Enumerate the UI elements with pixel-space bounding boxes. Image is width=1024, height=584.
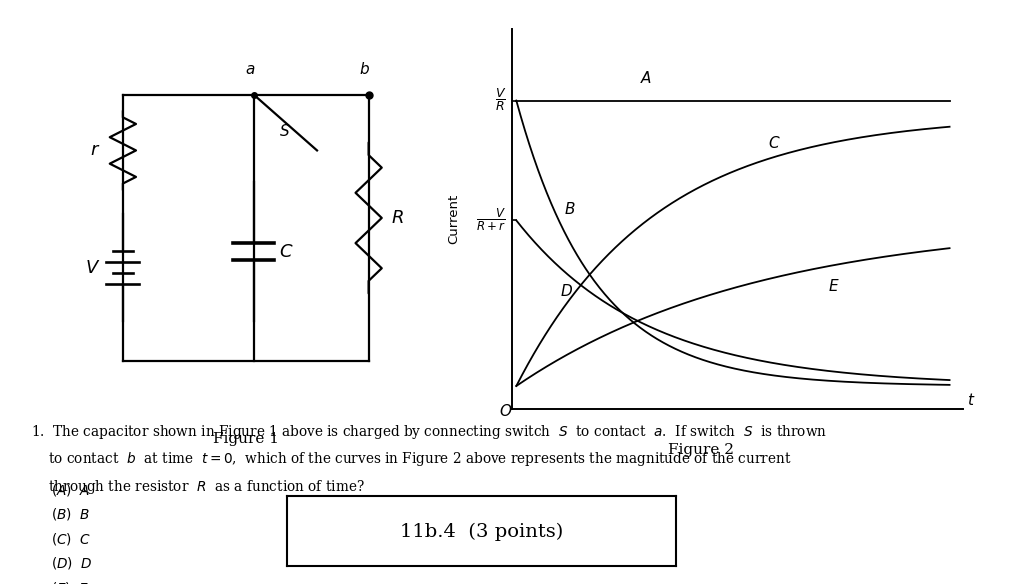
Text: $O$: $O$ [499,403,512,419]
Text: $V$
$\overline{R}$: $V$ $\overline{R}$ [495,87,506,114]
Text: $t$: $t$ [967,392,975,408]
Text: $D$: $D$ [560,283,572,299]
Text: $(A)$  $A$: $(A)$ $A$ [51,482,90,498]
Text: 1.  The capacitor shown in Figure 1 above is charged by connecting switch  $S$  : 1. The capacitor shown in Figure 1 above… [31,423,826,496]
Text: $a$: $a$ [245,62,255,77]
Text: $R$: $R$ [391,209,403,227]
Text: $V$: $V$ [85,259,100,277]
Text: 11b.4  (3 points): 11b.4 (3 points) [399,522,563,541]
Text: $r$: $r$ [90,141,100,159]
Text: Figure 1: Figure 1 [213,432,279,446]
Text: $(E)$  $E$: $(E)$ $E$ [51,580,90,584]
Text: $C$: $C$ [280,243,294,260]
Text: $B$: $B$ [564,201,575,217]
Text: $E$: $E$ [828,277,840,294]
Text: $V$
$\overline{R+r}$: $V$ $\overline{R+r}$ [476,207,506,234]
Text: $b$: $b$ [359,61,370,77]
Text: $(B)$  $B$: $(B)$ $B$ [51,506,90,522]
Text: Figure 2: Figure 2 [669,443,734,457]
Text: $(C)$  $C$: $(C)$ $C$ [51,531,91,547]
Text: $A$: $A$ [640,71,652,86]
Text: $C$: $C$ [768,135,780,151]
Text: $S$: $S$ [279,123,290,138]
Text: Current: Current [446,194,460,244]
Text: $(D)$  $D$: $(D)$ $D$ [51,555,93,571]
